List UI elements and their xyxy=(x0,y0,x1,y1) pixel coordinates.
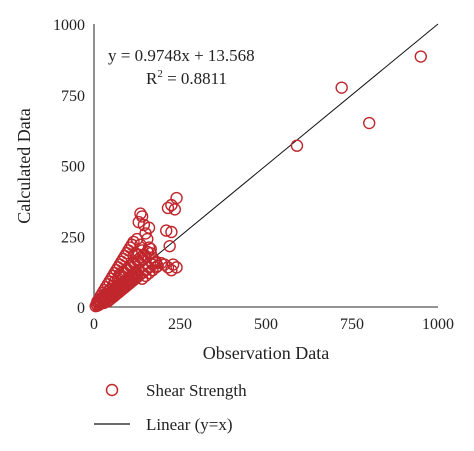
legend-label-linear: Linear (y=x) xyxy=(146,415,233,434)
r-squared-annotation: R2 = 0.8811 xyxy=(146,68,227,88)
legend-label-shear-strength: Shear Strength xyxy=(146,381,247,400)
y-tick-labels: 0 250 500 750 1000 xyxy=(53,17,85,317)
data-point xyxy=(160,224,173,237)
r-squared-label: R xyxy=(146,69,158,88)
y-tick-label: 750 xyxy=(61,88,85,105)
data-point xyxy=(104,282,118,295)
shear-strength-points xyxy=(89,50,427,313)
legend: Shear Strength Linear (y=x) xyxy=(94,381,247,434)
x-axis-title: Observation Data xyxy=(203,343,329,363)
data-point xyxy=(149,256,163,270)
data-point xyxy=(127,249,140,263)
data-point xyxy=(135,210,149,223)
x-tick-labels: 0 250 500 750 1000 xyxy=(90,316,454,333)
x-tick-label: 1000 xyxy=(422,316,454,333)
data-point xyxy=(363,116,376,130)
data-point xyxy=(165,225,178,239)
data-point xyxy=(170,261,183,274)
data-point xyxy=(335,81,348,94)
data-point xyxy=(106,279,120,292)
legend-marker-shear-strength xyxy=(105,383,119,397)
data-point xyxy=(163,239,176,253)
data-point xyxy=(132,248,145,261)
data-point xyxy=(141,232,154,246)
x-tick-label: 0 xyxy=(90,316,98,333)
y-tick-label: 500 xyxy=(61,159,85,176)
data-point xyxy=(166,258,180,271)
data-point xyxy=(170,191,183,205)
data-point xyxy=(134,207,147,220)
y-tick-label: 0 xyxy=(77,300,85,317)
y-tick-label: 250 xyxy=(61,229,85,246)
y-tick-label: 1000 xyxy=(53,17,85,34)
r-squared-value: = 0.8811 xyxy=(163,69,227,88)
x-tick-label: 750 xyxy=(340,316,364,333)
data-point xyxy=(414,50,427,63)
data-point xyxy=(103,283,116,297)
data-point xyxy=(127,273,140,287)
y-axis-title: Calculated Data xyxy=(14,108,34,223)
data-point xyxy=(290,139,304,152)
data-point xyxy=(161,201,175,215)
regression-equation: y = 0.9748x + 13.568 xyxy=(108,46,255,65)
r-squared-superscript: 2 xyxy=(157,68,163,80)
x-tick-label: 500 xyxy=(254,316,278,333)
data-point xyxy=(130,271,144,284)
data-point xyxy=(135,244,149,257)
x-tick-label: 250 xyxy=(168,316,192,333)
